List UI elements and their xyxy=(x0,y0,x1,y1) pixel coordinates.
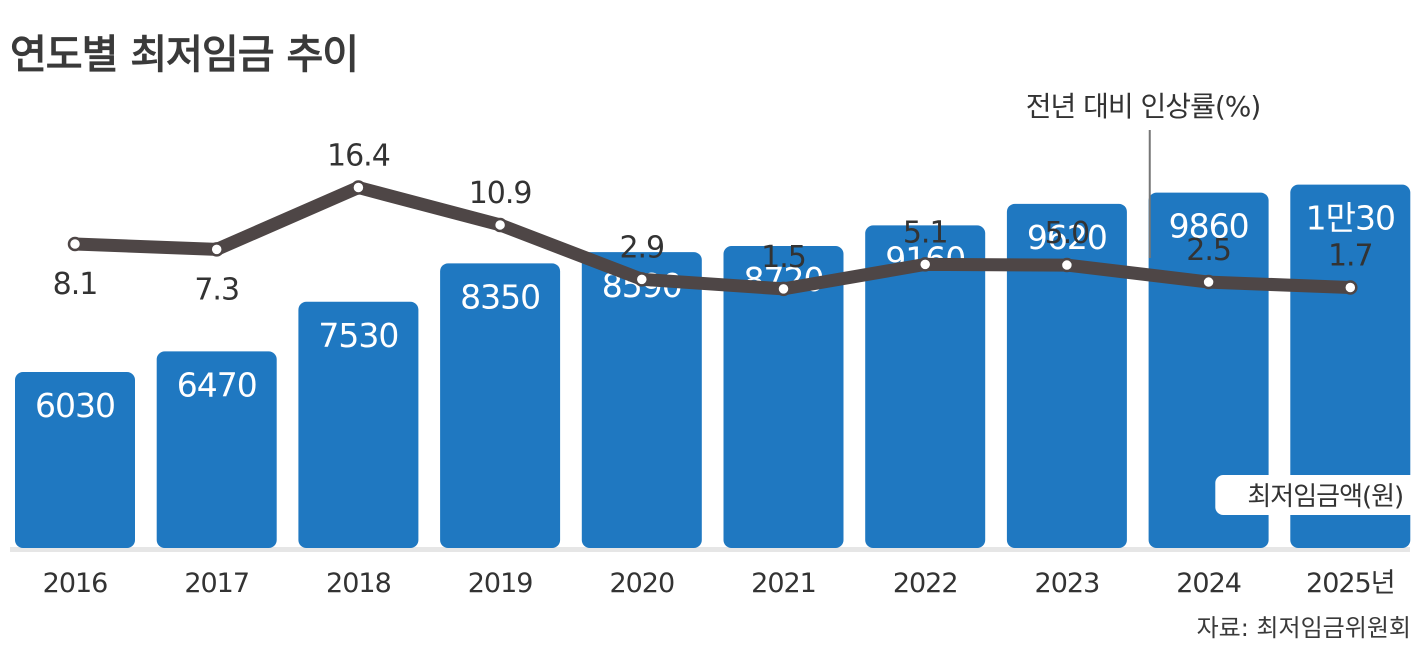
line-legend-label: 전년 대비 인상률(%) xyxy=(1026,90,1261,123)
x-tick-2023: 2023 xyxy=(1035,568,1100,599)
bar-label-2019: 8350 xyxy=(460,277,540,316)
rate-line xyxy=(68,181,1357,296)
bar-2018 xyxy=(298,301,419,548)
rate-point-2020 xyxy=(634,272,650,287)
rate-point-2025년 xyxy=(1343,280,1358,295)
x-tick-2024: 2024 xyxy=(1176,568,1241,599)
bar-2017 xyxy=(156,351,277,548)
rate-point-2018 xyxy=(351,180,366,195)
rate-point-2023 xyxy=(1059,257,1075,273)
rate-label-2018: 16.4 xyxy=(327,139,390,174)
chart-title: 연도별 최저임금 추이 xyxy=(10,32,359,78)
source-note: 자료: 최저임금위원회 xyxy=(1196,614,1411,642)
bar-legend-badge xyxy=(1215,475,1423,515)
x-tick-2022: 2022 xyxy=(893,568,958,599)
rate-point-2021 xyxy=(776,281,791,297)
x-tick-2017: 2017 xyxy=(184,568,249,599)
bar-2025년 xyxy=(1290,184,1411,548)
rate-label-2025년: 1.7 xyxy=(1328,239,1373,274)
bar-2021 xyxy=(723,245,844,548)
x-tick-2019: 2019 xyxy=(468,568,533,599)
rate-point-2016 xyxy=(67,236,83,252)
bar-2020 xyxy=(581,252,702,548)
bar-label-2016: 6030 xyxy=(35,386,115,425)
bar-2022 xyxy=(865,225,986,548)
rate-point-2017 xyxy=(209,242,224,257)
bar-2023 xyxy=(1006,203,1127,548)
rate-label-2017: 7.3 xyxy=(194,272,239,307)
rate-label-2019: 10.9 xyxy=(469,176,532,211)
x-tick-2021: 2021 xyxy=(751,568,816,599)
x-tick-2020: 2020 xyxy=(609,568,674,599)
rate-label-2020: 2.9 xyxy=(619,230,664,265)
rate-label-2021: 1.5 xyxy=(761,240,806,275)
bar-legend-label: 최저임금액(원) xyxy=(1247,482,1403,512)
bar-label-2018: 7530 xyxy=(318,316,398,355)
bar-2019 xyxy=(440,263,561,548)
rate-point-2022 xyxy=(917,257,933,272)
x-tick-2018: 2018 xyxy=(326,568,391,599)
rate-label-2016: 8.1 xyxy=(53,267,98,302)
rate-label-2023: 5.0 xyxy=(1045,216,1090,251)
rate-point-2024 xyxy=(1201,274,1216,290)
rate-label-2024: 2.5 xyxy=(1186,233,1231,268)
bar-label-2023: 9620 xyxy=(1027,218,1107,257)
x-tick-2025년: 2025년 xyxy=(1306,568,1395,599)
baseline xyxy=(10,547,1410,552)
bar-2016 xyxy=(15,372,135,548)
bar-label-2025년: 1만30 xyxy=(1306,199,1395,238)
bar-label-2017: 6470 xyxy=(177,365,257,404)
rate-point-2019 xyxy=(492,217,508,233)
rate-label-2022: 5.1 xyxy=(903,215,948,250)
bar-label-2024: 9860 xyxy=(1169,207,1249,246)
x-tick-2016: 2016 xyxy=(43,568,108,599)
